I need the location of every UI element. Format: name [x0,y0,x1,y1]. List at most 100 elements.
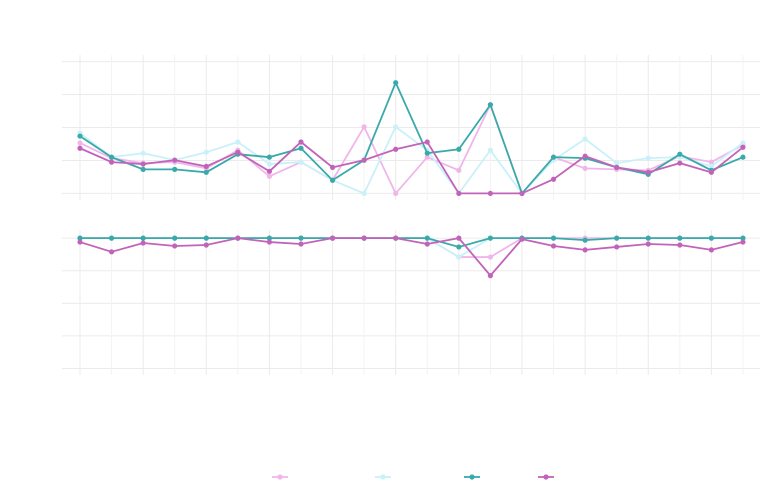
data-point [266,235,273,241]
data-point [108,235,115,241]
data-point [108,159,115,165]
data-point [140,235,146,241]
data-point [266,173,273,179]
data-point [708,169,714,175]
data-point [140,161,146,167]
data-point [172,166,178,172]
data-point [329,177,336,183]
data-point [172,243,178,249]
data-point [677,160,683,166]
data-point [77,133,83,139]
data-point [361,235,367,241]
data-point [645,241,651,247]
data-point [582,247,588,253]
data-point [203,235,209,241]
data-point [424,150,430,156]
data-point [519,190,525,197]
data-point [140,150,146,156]
data-point [456,244,462,250]
data-point [424,139,430,145]
data-point [172,157,178,163]
data-point [235,235,241,241]
data-point [550,176,557,182]
data-point [645,169,651,175]
data-point [77,140,83,146]
data-point [77,239,83,245]
series-line [79,80,744,196]
data-point [645,235,651,241]
data-point [203,169,209,175]
data-point [708,247,714,253]
data-point [393,124,399,130]
data-point [487,235,493,241]
data-point [108,249,115,255]
data-point [77,235,83,241]
data-point [708,159,714,165]
data-point [550,235,557,241]
legend-key-point [543,474,549,480]
data-point [645,155,651,161]
data-point [614,235,620,241]
data-point [235,139,241,145]
data-point [203,242,209,248]
data-point [614,160,620,166]
data-point [266,168,273,174]
data-point [424,235,430,241]
data-point [487,190,493,197]
data-point [298,145,304,151]
data-point [519,236,525,242]
data-point [108,154,115,160]
data-point [298,241,304,247]
legend-key-point [277,474,283,480]
data-point [393,80,399,86]
data-point [487,273,493,279]
data-point [708,235,714,241]
data-point [740,140,746,146]
data-point [677,235,683,241]
data-point [740,239,746,245]
data-point [677,151,683,157]
data-point [329,164,336,170]
data-point [487,147,493,153]
data-point [614,244,620,250]
data-point [487,102,493,108]
data-point [298,139,304,145]
data-point [456,235,462,241]
data-point [582,153,588,159]
data-point [456,190,462,197]
data-point [740,235,746,241]
data-point [172,235,178,241]
data-point [393,235,399,241]
data-point [424,154,430,160]
data-point [614,164,620,170]
data-point [361,124,367,130]
data-point [77,145,83,151]
series-line [79,140,744,195]
data-point [140,166,146,172]
data-point [266,154,273,160]
data-point [677,242,683,248]
data-point [582,136,588,142]
series-line [79,125,744,195]
data-point [582,165,588,171]
data-point [582,237,588,243]
data-point [203,163,209,169]
data-point [487,254,493,260]
data-point [708,163,714,169]
data-point [393,146,399,152]
data-point [550,154,557,160]
data-point [456,146,462,152]
data-point [740,154,746,160]
data-point [740,144,746,150]
data-point [266,239,273,245]
data-point [550,243,557,249]
data-point [298,235,304,241]
data-point [298,159,304,165]
data-point [361,157,367,163]
legend-key-point [469,474,475,480]
legend-key-point [380,474,386,480]
data-point [456,254,462,260]
data-point [266,161,273,167]
